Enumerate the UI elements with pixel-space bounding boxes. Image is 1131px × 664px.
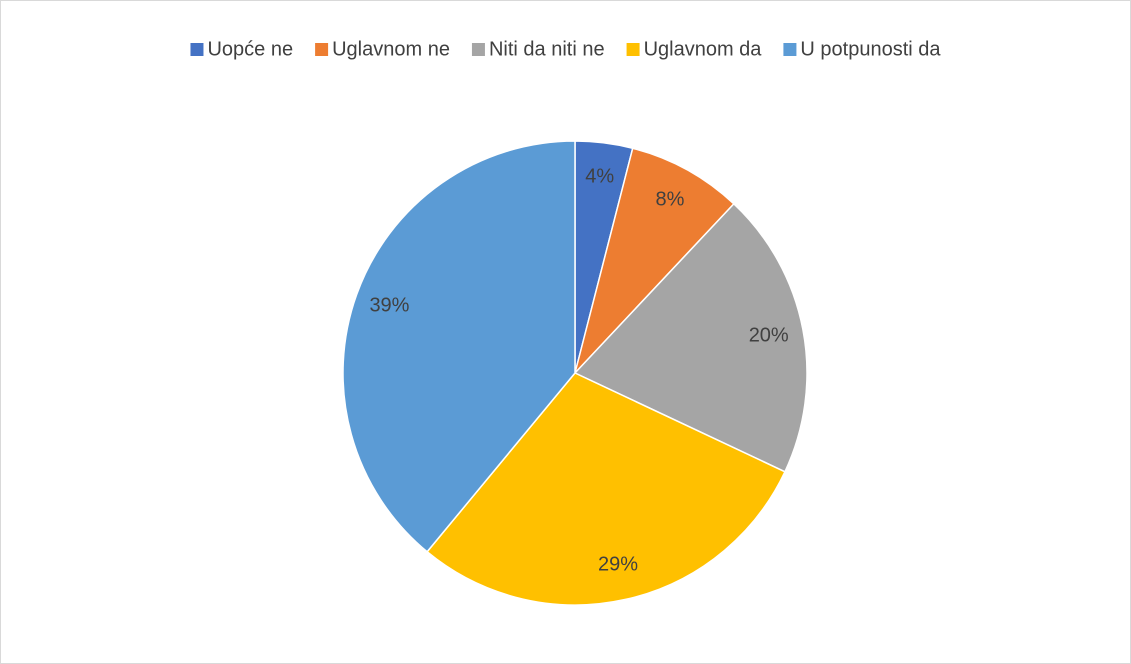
- data-label: 39%: [369, 294, 409, 316]
- data-label: 8%: [656, 188, 685, 210]
- legend-label: U potpunosti da: [800, 38, 941, 60]
- pie-slice: [573, 202, 808, 473]
- pie-slice: [574, 147, 735, 374]
- legend-label: Niti da niti ne: [489, 38, 605, 60]
- data-label: 29%: [598, 554, 638, 576]
- pie-slice: [342, 140, 576, 553]
- legend-swatch: [783, 43, 797, 56]
- legend-swatch: [626, 43, 640, 56]
- legend-label: Uglavnom da: [644, 38, 763, 60]
- legend: Uopće ne Uglavnom ne Niti da niti ne Uglavn…: [190, 38, 941, 60]
- legend-swatch: [315, 43, 329, 56]
- data-label: 20%: [749, 324, 789, 346]
- legend-swatch: [471, 43, 485, 56]
- pie-slice: [426, 372, 786, 606]
- legend-swatch: [190, 43, 204, 56]
- legend-label: Uglavnom ne: [332, 38, 450, 60]
- data-label: 4%: [585, 166, 614, 188]
- legend-label: Uopće ne: [207, 38, 293, 60]
